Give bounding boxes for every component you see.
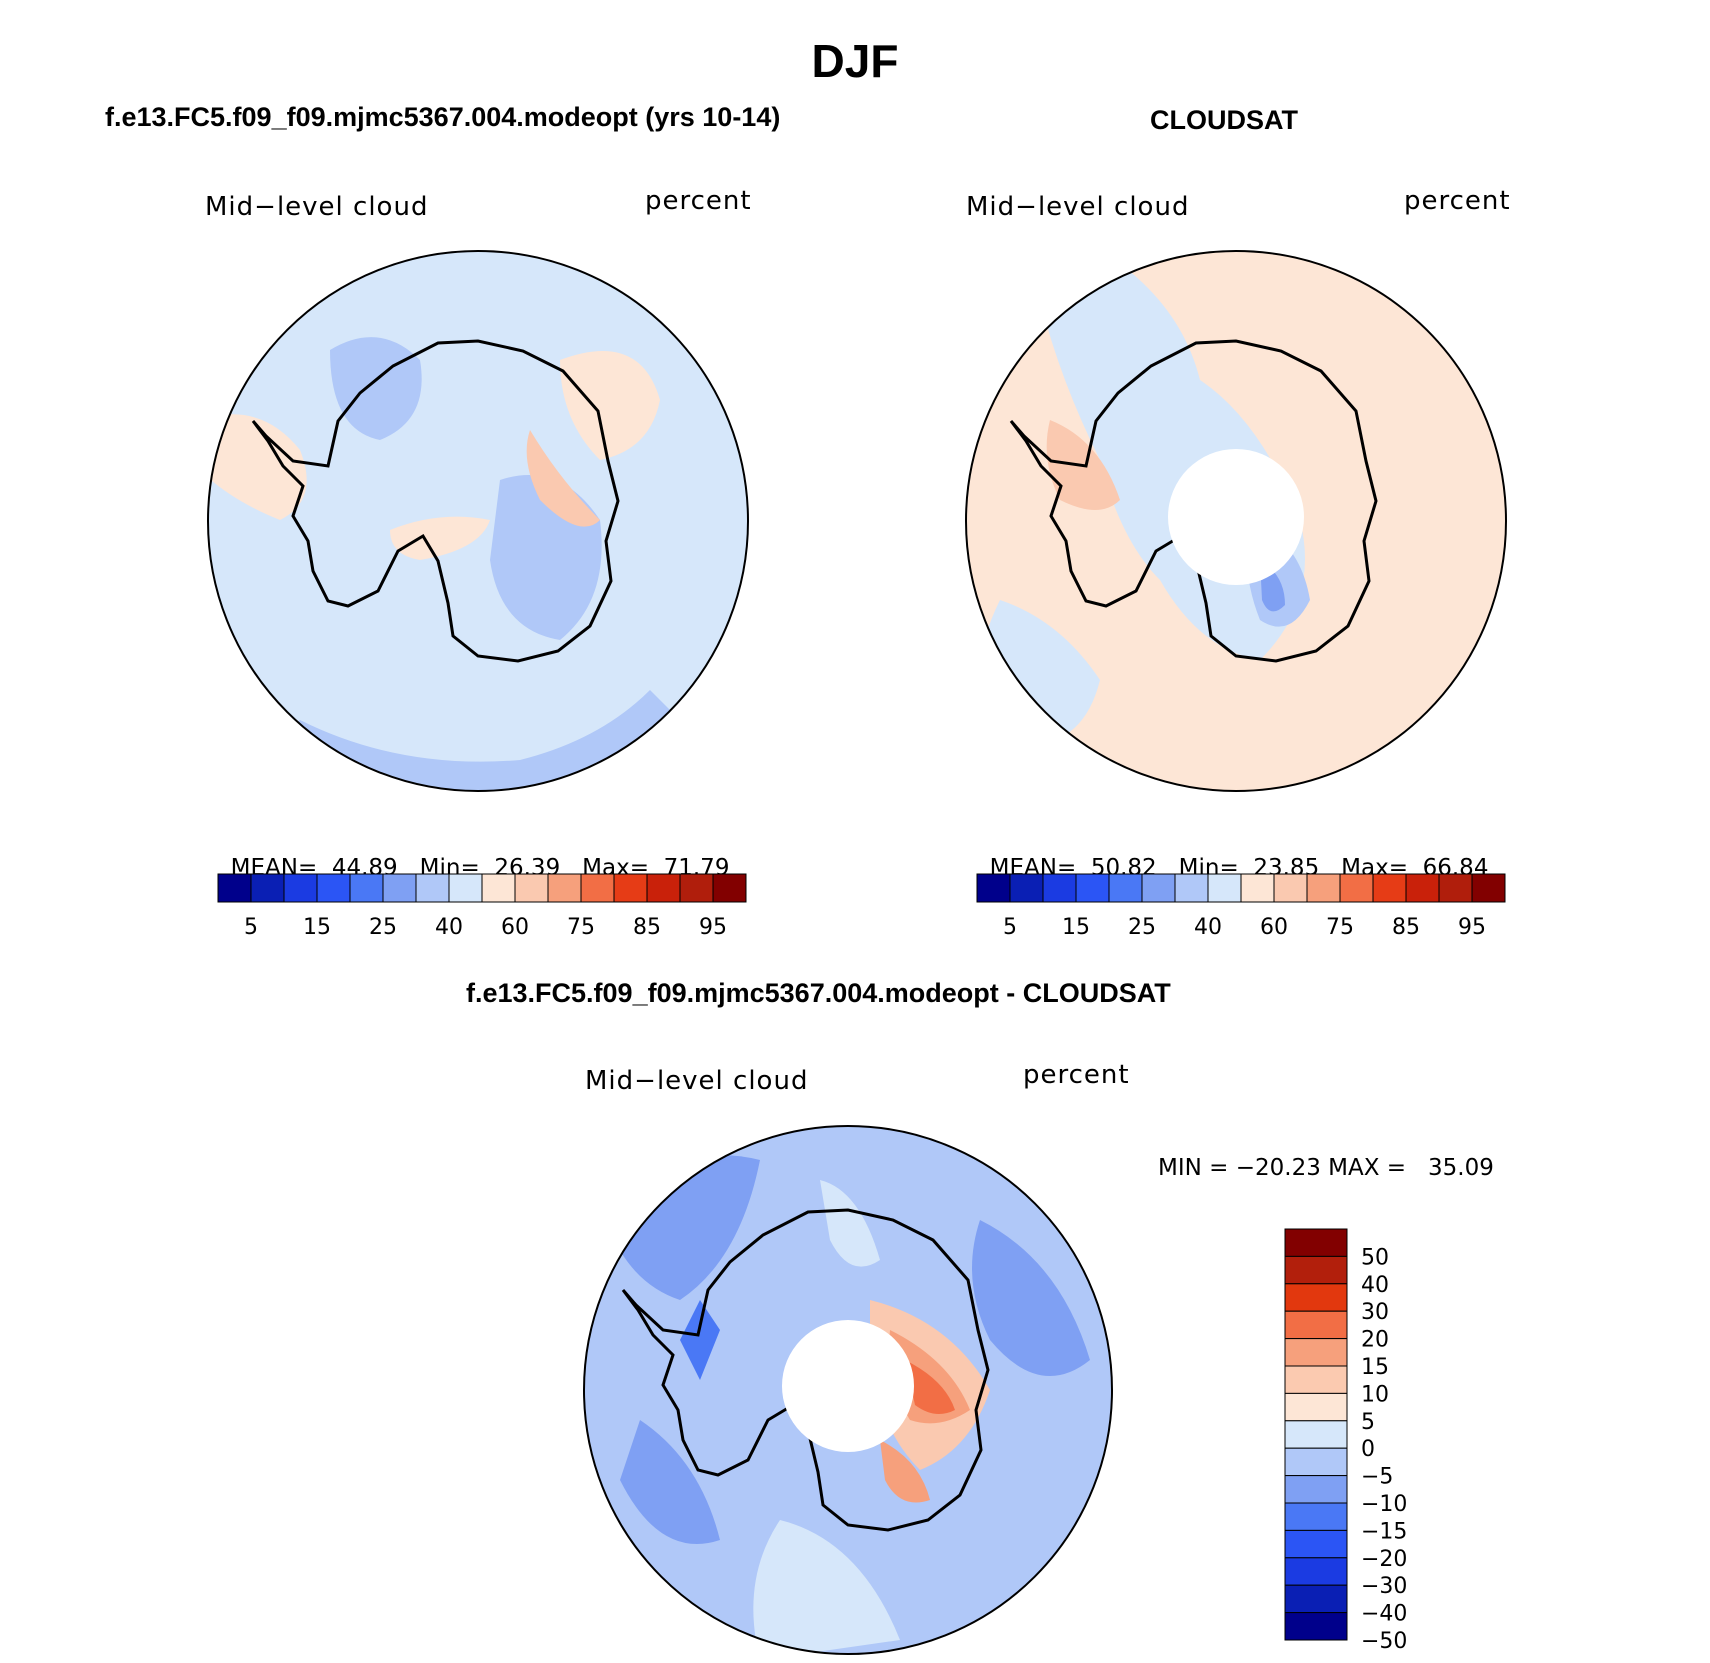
colorbar-tick-label: 75 (1326, 915, 1354, 940)
stats-diff: MIN = −20.23 MAX = 35.09 (1158, 1155, 1494, 1181)
colorbar-tick-label: 60 (501, 915, 529, 940)
colorbar-model: 5 15 25 40 60 75 85 95 (217, 873, 747, 940)
colorbar-swatch (1438, 873, 1473, 903)
colorbar-tick-label: 40 (435, 915, 463, 940)
colorbar-swatch (1284, 1529, 1348, 1559)
colorbar-tick-label: 85 (633, 915, 661, 940)
colorbar-swatch (415, 873, 450, 903)
colorbar-swatch (1405, 873, 1440, 903)
colorbar-swatch (1284, 1365, 1348, 1394)
colorbar-swatch (712, 873, 747, 903)
map-model (207, 250, 749, 792)
colorbar-tick-label: −20 (1361, 1547, 1407, 1572)
colorbar-swatch (1471, 873, 1506, 903)
colorbar-swatch (1174, 873, 1209, 903)
colorbar-swatch (1284, 1502, 1348, 1531)
colorbar-tick-label: 20 (1361, 1328, 1389, 1353)
colorbar-swatch (1284, 1310, 1348, 1340)
colorbar-swatch (1284, 1584, 1348, 1614)
colorbar-swatch (283, 873, 318, 903)
colorbar-swatch (1284, 1475, 1348, 1504)
colorbar-swatch (1273, 873, 1308, 903)
colorbar-swatch (1284, 1612, 1348, 1641)
map-obs (965, 250, 1507, 792)
colorbar-swatch (613, 873, 648, 903)
colorbar-swatch (580, 873, 615, 903)
colorbar-swatch (1108, 873, 1143, 903)
units-label-diff: percent (1023, 1060, 1130, 1090)
panel-title-model: f.e13.FC5.f09_f09.mjmc5367.004.modeopt (… (105, 102, 781, 132)
colorbar-tick-label: −50 (1361, 1629, 1407, 1654)
colorbar-swatch (1284, 1283, 1348, 1312)
colorbar-tick-label: 10 (1361, 1382, 1389, 1407)
colorbar-tick-label: 0 (1361, 1437, 1375, 1462)
colorbar-swatch (1284, 1338, 1348, 1367)
colorbar-swatch (250, 873, 285, 903)
colorbar-swatch (1207, 873, 1242, 903)
colorbar-swatch (481, 873, 516, 903)
colorbar-swatch (448, 873, 483, 903)
panel-title-diff: f.e13.FC5.f09_f09.mjmc5367.004.modeopt -… (466, 978, 1171, 1008)
colorbar-swatch (1284, 1228, 1348, 1257)
colorbar-swatch (1240, 873, 1275, 903)
colorbar-tick-label: 40 (1361, 1273, 1389, 1298)
colorbar-tick-label: −5 (1361, 1465, 1393, 1490)
units-label-obs: percent (1404, 186, 1511, 216)
colorbar-swatch (547, 873, 582, 903)
map-diff (583, 1125, 1113, 1655)
colorbar-tick-label: 95 (699, 915, 727, 940)
colorbar-tick-label: 85 (1392, 915, 1420, 940)
colorbar-tick-label: 15 (303, 915, 331, 940)
figure-title: DJF (811, 35, 899, 87)
colorbar-tick-label: 25 (1128, 915, 1156, 940)
variable-label-diff: Mid−level cloud (585, 1066, 809, 1096)
colorbar-swatch (382, 873, 417, 903)
colorbar-swatch (1284, 1392, 1348, 1422)
colorbar-obs: 5 15 25 40 60 75 85 95 (976, 873, 1506, 940)
panel-title-obs: CLOUDSAT (1150, 105, 1298, 135)
colorbar-tick-label: 5 (1361, 1410, 1375, 1435)
colorbar-swatch (1284, 1420, 1348, 1449)
colorbar-tick-label: 5 (244, 915, 258, 940)
colorbar-swatch (1339, 873, 1374, 903)
colorbar-swatch (1009, 873, 1044, 903)
colorbar-swatch (1284, 1255, 1348, 1285)
colorbar-tick-label: −40 (1361, 1602, 1407, 1627)
colorbar-tick-label: 30 (1361, 1300, 1389, 1325)
colorbar-tick-label: 15 (1062, 915, 1090, 940)
colorbar-swatch (679, 873, 714, 903)
units-label-model: percent (645, 186, 752, 216)
colorbar-tick-label: 25 (369, 915, 397, 940)
colorbar-tick-label: −10 (1361, 1492, 1407, 1517)
colorbar-swatch (1075, 873, 1110, 903)
colorbar-swatch (646, 873, 681, 903)
colorbar-tick-label: 95 (1458, 915, 1486, 940)
colorbar-tick-label: −15 (1361, 1519, 1407, 1544)
colorbar-tick-label: 40 (1194, 915, 1222, 940)
colorbar-swatch (217, 873, 252, 903)
colorbar-tick-label: 60 (1260, 915, 1288, 940)
colorbar-swatch (1306, 873, 1341, 903)
colorbar-swatch (514, 873, 549, 903)
colorbar-swatch (1141, 873, 1176, 903)
colorbar-swatch (1372, 873, 1407, 903)
colorbar-swatch (1284, 1447, 1348, 1477)
colorbar-tick-label: 50 (1361, 1245, 1389, 1270)
colorbar-tick-label: 15 (1361, 1355, 1389, 1380)
variable-label-obs: Mid−level cloud (966, 192, 1190, 222)
colorbar-tick-label: 75 (567, 915, 595, 940)
colorbar-swatch (976, 873, 1011, 903)
colorbar-tick-label: −30 (1361, 1574, 1407, 1599)
colorbar-swatch (1042, 873, 1077, 903)
colorbar-swatch (349, 873, 384, 903)
variable-label-model: Mid−level cloud (205, 192, 429, 222)
colorbar-tick-label: 5 (1003, 915, 1017, 940)
colorbar-swatch (316, 873, 351, 903)
colorbar-swatch (1284, 1557, 1348, 1586)
